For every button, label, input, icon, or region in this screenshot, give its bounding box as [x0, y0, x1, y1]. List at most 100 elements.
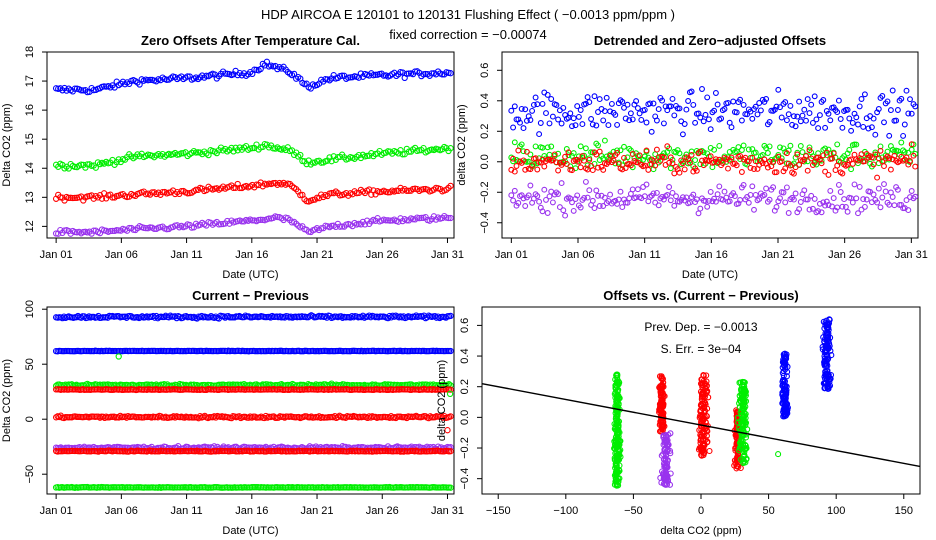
data-point [739, 378, 746, 385]
data-point [806, 206, 813, 213]
data-point [660, 120, 667, 127]
data-point [529, 107, 536, 114]
data-point [835, 181, 842, 188]
data-point [811, 195, 818, 202]
data-point [707, 188, 714, 195]
data-point [874, 109, 881, 116]
data-point [849, 199, 856, 206]
data-point [872, 131, 879, 138]
data-point [641, 106, 648, 113]
data-point [607, 191, 614, 198]
data-point [782, 165, 789, 172]
data-point [734, 463, 741, 470]
data-point [697, 402, 704, 409]
data-point [777, 195, 783, 202]
data-point [826, 382, 834, 389]
data-point [532, 94, 539, 101]
data-point [92, 164, 99, 171]
data-point [785, 210, 792, 216]
y-tick-label: 0.0 [459, 410, 471, 425]
data-point [636, 110, 643, 117]
series-blue [52, 58, 454, 96]
data-point [274, 213, 281, 221]
data-point [823, 332, 830, 340]
data-point [699, 86, 705, 92]
data-point [100, 83, 108, 90]
data-point [372, 71, 379, 78]
data-point [548, 143, 555, 150]
data-point [901, 148, 908, 155]
data-point [574, 192, 581, 199]
data-point [613, 459, 620, 466]
x-tick-label: −100 [553, 505, 578, 517]
series-red [508, 141, 919, 181]
data-point [543, 196, 549, 203]
data-point [257, 216, 264, 223]
x-tick-label: Jan 21 [761, 249, 794, 261]
data-point [328, 222, 335, 230]
data-point [399, 151, 406, 158]
data-point [577, 143, 584, 150]
data-point [251, 66, 258, 73]
data-point [136, 81, 143, 88]
data-point [820, 152, 827, 159]
data-point [353, 189, 360, 197]
data-point [842, 204, 849, 210]
y-axis-label: Delta CO2 (ppm) [1, 103, 13, 186]
data-point [603, 94, 610, 101]
data-point [671, 112, 678, 119]
data-point [184, 73, 191, 80]
data-point [522, 203, 529, 209]
data-point [537, 159, 544, 166]
data-point [773, 169, 780, 176]
data-point [565, 152, 572, 159]
data-point [870, 115, 877, 122]
data-point [669, 160, 676, 167]
data-point [508, 107, 515, 114]
data-point [582, 100, 589, 107]
data-point [739, 441, 747, 448]
data-point [780, 189, 787, 196]
data-point [555, 116, 562, 123]
data-point [901, 121, 908, 128]
data-point [565, 149, 572, 156]
data-point [737, 152, 744, 159]
data-point [643, 181, 650, 188]
data-point [848, 127, 855, 134]
data-point [780, 168, 787, 175]
data-point [595, 164, 601, 171]
data-point [785, 111, 792, 118]
data-point [803, 117, 809, 124]
data-point [766, 143, 773, 150]
y-tick-label: 100 [24, 300, 36, 318]
data-point [391, 69, 398, 76]
data-point [510, 155, 517, 162]
data-point [796, 206, 803, 213]
data-point [217, 220, 225, 228]
data-point [579, 121, 586, 128]
data-point [67, 194, 74, 201]
data-point [697, 205, 704, 212]
data-point [676, 105, 683, 112]
data-point [766, 119, 773, 125]
data-point [569, 123, 575, 130]
data-point [700, 372, 707, 379]
data-point [809, 119, 816, 126]
data-point [626, 160, 633, 167]
data-point [780, 372, 787, 379]
data-point [560, 104, 567, 111]
data-point [548, 96, 555, 102]
data-point [705, 197, 712, 204]
data-point [879, 194, 886, 201]
data-point [653, 117, 660, 124]
data-point [830, 150, 837, 157]
data-point [741, 385, 748, 392]
data-point [589, 167, 596, 174]
cluster [656, 373, 668, 435]
data-point [865, 125, 872, 132]
data-point [821, 362, 828, 369]
data-point [849, 160, 856, 167]
x-tick-label: −50 [624, 505, 643, 517]
data-point [823, 149, 830, 156]
data-point [900, 147, 907, 154]
